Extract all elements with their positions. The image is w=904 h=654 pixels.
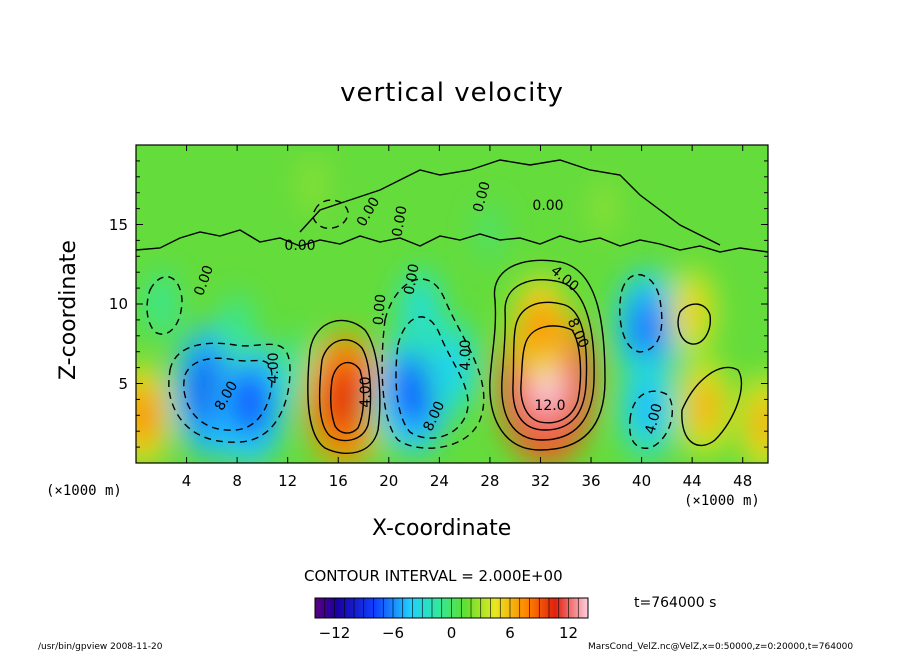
field-cell <box>238 382 262 423</box>
field-cell <box>684 297 700 327</box>
field-cell <box>332 378 357 421</box>
colorbar-tick-label: 0 <box>446 624 457 642</box>
x-tick-label: 24 <box>429 472 449 490</box>
contour-label: 0.00 <box>532 198 563 214</box>
contour-label: 4.00 <box>642 402 666 436</box>
contour-negative-40-lower <box>628 390 673 449</box>
colorbar-tick-label: −12 <box>318 624 351 642</box>
field-cell <box>412 297 428 327</box>
contour-positive-16-core <box>330 361 365 434</box>
x-axis-label: X-coordinate <box>372 516 512 541</box>
y-tick-label: 5 <box>118 374 128 393</box>
contour-label: 0.00 <box>470 180 494 214</box>
colorbar-tick-label: −6 <box>381 624 405 642</box>
field-cell <box>307 173 319 196</box>
contour-negative-22-outer <box>381 278 485 449</box>
field-cell <box>294 355 307 380</box>
y-tick-label: 15 <box>108 215 128 234</box>
contour-label: 0.00 <box>284 238 315 254</box>
contour-label: 4.00 <box>358 376 374 407</box>
contour-positive-32-outer <box>489 259 606 451</box>
x-tick-label: 36 <box>581 472 601 490</box>
x-tick-label: 48 <box>733 472 753 490</box>
contour-negative-6-inner <box>183 357 273 431</box>
contour-positive-16-outer <box>307 319 381 455</box>
contour-negative-upper <box>312 199 349 230</box>
x-tick-label: 28 <box>480 472 500 490</box>
contour-positive-16-inner <box>318 339 372 442</box>
field-cell <box>637 309 659 347</box>
x-tick-label: 32 <box>530 472 551 490</box>
colorbar-tick-label: 6 <box>505 624 515 642</box>
field-cell <box>231 315 244 340</box>
y-axis-label: Z-coordinate <box>56 240 81 380</box>
footer-data-source: MarsCond_VelZ.nc@VelZ,x=0:50000,z=0:2000… <box>588 642 854 652</box>
field-cell <box>757 407 768 439</box>
x-tick-label: 4 <box>181 472 192 490</box>
x-unit-label-left: (×1000 m) <box>46 483 122 499</box>
x-tick-label: 16 <box>328 472 348 490</box>
x-tick-label: 20 <box>379 472 399 490</box>
contour-negative-22-inner <box>395 316 469 439</box>
contour-label: 4.00 <box>266 352 282 383</box>
contour-negative-2 <box>146 276 183 335</box>
contour-positive-32-mid <box>501 279 595 441</box>
chart-title: vertical velocity <box>340 78 564 108</box>
contour-label: 0.00 <box>389 205 410 238</box>
contour-positive-32-inner <box>512 301 588 431</box>
field-cell <box>484 221 496 244</box>
field-cell <box>155 292 168 316</box>
x-tick-label: 40 <box>632 472 652 490</box>
x-tick-label: 44 <box>682 472 702 490</box>
contour-interval-label: CONTOUR INTERVAL = 2.000E+00 <box>304 567 563 585</box>
contour-zero-upper <box>299 159 721 246</box>
contour-label: 12.0 <box>534 398 565 414</box>
contour-positive-32-core <box>520 325 582 424</box>
contour-positive-44 <box>677 303 711 345</box>
colorbar-tick-label: 12 <box>558 624 579 642</box>
contour-positive-46 <box>681 366 743 447</box>
contour-negative-6-outer <box>168 342 291 443</box>
field-cell <box>136 398 152 432</box>
contour-label: 4.00 <box>458 339 474 370</box>
contour-label: 0.00 <box>401 263 422 296</box>
x-unit-label-right: (×1000 m) <box>684 493 760 509</box>
contour-zero-line <box>136 229 768 253</box>
x-tick-label: 8 <box>232 472 242 490</box>
contour-negative-40 <box>619 273 663 353</box>
contour-label: 0.00 <box>371 293 390 325</box>
footer-program-info: /usr/bin/gpview 2008-11-20 <box>38 642 163 652</box>
field-cell <box>638 390 658 424</box>
field-cell <box>443 352 461 383</box>
y-tick-label: 10 <box>108 295 128 313</box>
field-cell <box>696 391 714 423</box>
field-cell <box>598 197 609 220</box>
time-annotation: t=764000 s <box>634 595 717 611</box>
x-tick-label: 12 <box>278 472 298 490</box>
field-cell <box>402 371 426 412</box>
